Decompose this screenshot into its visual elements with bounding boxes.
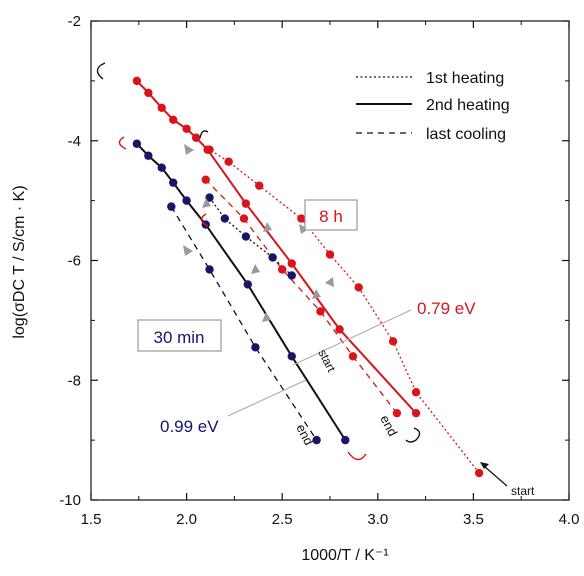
series-line [209, 197, 293, 276]
data-point [224, 157, 233, 166]
start-arrow-shaft [483, 465, 508, 487]
y-tick-label: -8 [68, 372, 81, 389]
data-point [255, 181, 264, 190]
label-8h: 8 h [319, 207, 343, 226]
data-point [392, 408, 402, 418]
data-point [144, 88, 153, 98]
ea-8h: 0.79 eV [417, 299, 476, 318]
curved-arrow [347, 451, 367, 461]
data-point [132, 139, 142, 148]
data-point [144, 151, 153, 160]
curved-arrows [96, 62, 421, 461]
data-point [241, 199, 251, 208]
data-point [167, 202, 176, 211]
start-label-mid: start [315, 347, 338, 375]
x-tick-label: 2.0 [176, 511, 197, 528]
curved-arrow [96, 64, 104, 80]
data-point [251, 343, 260, 352]
data-point [201, 175, 210, 184]
data-point [354, 283, 363, 292]
direction-arrow [251, 264, 260, 274]
series-line [205, 179, 398, 414]
direction-arrow [262, 312, 271, 322]
legend-label-last-cooling: last cooling [426, 126, 506, 143]
axis-ticks: 1.5 2.0 2.5 3.0 3.5 4.0 -2 -4 -6 -8 -10 [59, 13, 579, 528]
x-tick-label: 1.5 [81, 511, 102, 528]
curved-arrow [100, 62, 106, 66]
y-tick-label: -10 [59, 492, 81, 509]
legend-label-2nd-heating: 2nd heating [426, 97, 510, 114]
data-point [411, 388, 421, 397]
end-label-blue: end [293, 422, 316, 448]
direction-arrows [183, 144, 334, 322]
curved-arrow [405, 427, 421, 443]
y-tick-label: -4 [68, 133, 81, 150]
y-tick-label: -2 [68, 13, 81, 30]
data-point [241, 232, 251, 241]
y-axis-title: log(σDC T / S/cm · K) [11, 185, 28, 338]
series-line [136, 143, 347, 441]
data-point [388, 337, 398, 346]
data-point [157, 163, 166, 172]
curved-arrow [200, 213, 209, 227]
x-tick-label: 2.5 [272, 511, 293, 528]
start-label-bottom: start [511, 484, 535, 498]
label-30min: 30 min [153, 328, 204, 347]
series-line [170, 206, 318, 441]
label-8h-box [304, 199, 358, 231]
data-point [205, 193, 214, 202]
legend: 1st heating 2nd heating last cooling [356, 70, 510, 143]
direction-arrow [263, 222, 272, 232]
data-point [220, 214, 230, 223]
data-point [169, 115, 178, 124]
x-axis-title: 1000/T / K⁻¹ [301, 547, 388, 564]
direction-arrow [312, 289, 321, 299]
direction-arrow [184, 144, 194, 155]
data-point [157, 103, 166, 113]
legend-label-1st-heating: 1st heating [426, 70, 504, 87]
y-tick-label: -6 [68, 253, 81, 270]
data-point [169, 178, 178, 187]
data-point [348, 352, 358, 361]
data-point [335, 325, 344, 334]
data-point [278, 265, 287, 274]
data-point [325, 250, 335, 259]
data-point [182, 124, 191, 133]
direction-arrow [299, 224, 309, 234]
data-point [341, 435, 350, 445]
start-arrow [480, 462, 508, 487]
ea-30min: 0.99 eV [160, 417, 219, 436]
curved-arrow [118, 136, 127, 150]
data-point [182, 196, 191, 205]
data-point [205, 265, 214, 274]
data-point [411, 408, 421, 418]
data-point [297, 214, 306, 223]
data-point [239, 214, 249, 223]
x-tick-label: 3.5 [463, 511, 484, 528]
data-point [132, 76, 142, 86]
start-arrow-head [480, 462, 489, 469]
data-point [243, 280, 252, 289]
label-30min-box [137, 319, 222, 352]
ea-pointer-0-99 [227, 379, 307, 417]
series-line [136, 80, 417, 414]
x-tick-label: 3.0 [367, 511, 388, 528]
data-point [287, 352, 296, 361]
data-point [312, 435, 321, 445]
curved-arrow [199, 130, 209, 139]
data-point [474, 468, 484, 478]
direction-arrow [183, 245, 193, 256]
series-group [132, 76, 484, 478]
direction-arrow [202, 198, 211, 208]
data-point [191, 133, 201, 142]
x-tick-label: 4.0 [559, 511, 580, 528]
data-point [316, 307, 325, 316]
direction-arrow [325, 277, 334, 287]
ea-pointer-0-79 [292, 309, 412, 366]
data-point [268, 253, 277, 262]
data-point [203, 145, 212, 154]
data-point [287, 271, 296, 280]
data-point [287, 259, 296, 268]
